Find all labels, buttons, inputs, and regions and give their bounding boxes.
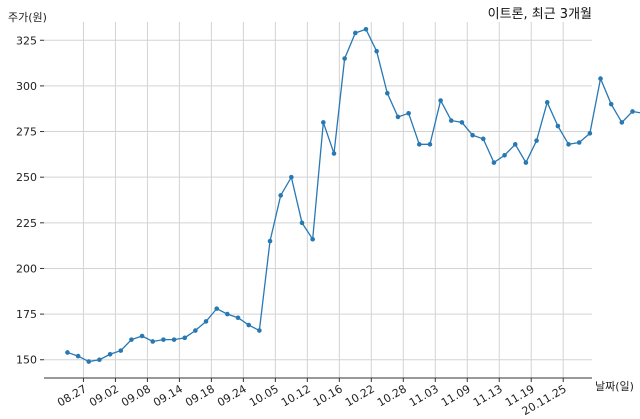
data-point-7	[139, 333, 145, 339]
data-point-13	[203, 319, 209, 324]
data-point-49	[587, 131, 593, 136]
x-tick-label-5: 09.24	[215, 382, 249, 409]
data-point-27	[353, 30, 358, 36]
data-point-39	[480, 136, 486, 142]
data-point-33	[416, 142, 422, 147]
y-tick-label-1: 175	[16, 308, 37, 321]
data-point-4	[107, 351, 113, 357]
data-point-52	[619, 120, 625, 125]
data-point-50	[598, 76, 603, 81]
y-tick-label-3: 225	[16, 217, 37, 230]
y-tick-label-2: 200	[16, 262, 37, 275]
data-point-42	[512, 142, 518, 147]
data-point-9	[161, 337, 166, 342]
x-axis-ticks: 08.2709.0209.0809.1409.1809.2410.0510.12…	[55, 378, 569, 418]
data-point-1	[75, 353, 81, 359]
data-point-44	[534, 138, 539, 143]
data-point-34	[427, 142, 433, 147]
data-point-30	[384, 90, 390, 96]
data-point-46	[555, 123, 561, 129]
x-tick-label-13: 11.13	[471, 382, 505, 409]
data-point-40	[491, 160, 497, 165]
x-tick-label-8: 10.16	[311, 382, 345, 409]
data-point-3	[97, 357, 102, 363]
x-tick-label-0: 08.27	[55, 382, 89, 409]
data-point-11	[182, 335, 188, 341]
data-point-5	[118, 348, 124, 353]
data-point-43	[523, 160, 529, 165]
data-point-38	[470, 132, 475, 138]
data-point-48	[576, 140, 582, 145]
data-point-2	[86, 359, 92, 364]
data-point-41	[502, 152, 507, 158]
data-point-6	[129, 337, 134, 342]
data-point-35	[438, 98, 443, 103]
data-point-17	[246, 322, 252, 328]
data-point-22	[299, 220, 305, 226]
data-point-15	[225, 311, 230, 317]
x-tick-label-4: 09.18	[183, 382, 217, 409]
data-point-53	[630, 109, 635, 114]
x-tick-label-6: 10.05	[247, 382, 281, 409]
price-series-line	[67, 28, 640, 363]
data-point-19	[267, 238, 273, 244]
data-point-29	[374, 48, 379, 54]
x-tick-label-12: 11.09	[439, 382, 473, 409]
y-tick-label-6: 300	[16, 80, 37, 93]
data-point-36	[448, 118, 454, 123]
data-point-18	[257, 328, 262, 333]
data-point-51	[608, 101, 614, 107]
x-tick-label-11: 11.03	[407, 382, 441, 409]
y-tick-label-0: 150	[16, 354, 37, 367]
data-point-23	[310, 236, 315, 242]
data-point-25	[331, 151, 337, 156]
x-tick-label-7: 10.12	[279, 382, 313, 409]
data-point-14	[214, 306, 220, 311]
data-point-26	[342, 56, 347, 61]
y-axis-ticks: 150 175 200 225 250 275 300 325	[16, 34, 44, 367]
data-point-0	[65, 350, 70, 355]
data-point-12	[193, 328, 198, 333]
x-tick-label-9: 10.22	[343, 382, 377, 409]
gridlines	[44, 22, 592, 378]
data-point-31	[395, 114, 401, 120]
price-series-markers	[65, 27, 635, 364]
y-axis-label: 주가(원)	[8, 11, 47, 24]
x-tick-label-10: 10.28	[375, 382, 409, 409]
data-point-21	[289, 174, 294, 180]
data-point-28	[363, 27, 369, 32]
x-tick-label-3: 09.14	[151, 382, 185, 409]
data-point-24	[321, 120, 326, 125]
y-tick-label-4: 250	[16, 171, 37, 184]
data-point-37	[459, 120, 465, 125]
chart-title: 이트론, 최근 3개월	[488, 7, 592, 22]
y-tick-label-5: 275	[16, 126, 37, 139]
data-point-16	[235, 315, 241, 321]
data-point-47	[566, 142, 571, 147]
x-tick-label-2: 09.08	[119, 382, 153, 409]
data-point-32	[406, 110, 411, 116]
x-tick-label-1: 09.02	[87, 382, 121, 409]
data-point-10	[171, 337, 177, 342]
y-tick-label-7: 325	[16, 34, 37, 47]
x-axis-label: 날짜(일)	[595, 379, 634, 393]
data-point-20	[278, 193, 283, 198]
data-point-45	[544, 100, 550, 105]
data-point-8	[150, 339, 156, 344]
